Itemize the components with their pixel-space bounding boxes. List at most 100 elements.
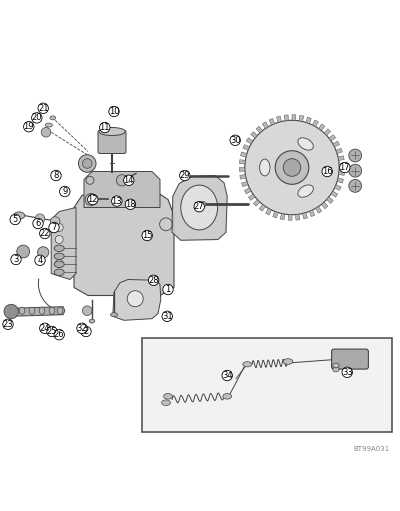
Circle shape (4, 304, 18, 319)
Polygon shape (316, 206, 322, 213)
Polygon shape (302, 213, 308, 219)
Circle shape (100, 122, 110, 133)
Polygon shape (331, 191, 338, 197)
Circle shape (230, 135, 240, 146)
Polygon shape (266, 208, 272, 215)
Polygon shape (253, 200, 260, 206)
Polygon shape (276, 116, 282, 123)
Ellipse shape (39, 307, 45, 314)
Ellipse shape (14, 212, 25, 219)
Circle shape (222, 370, 232, 381)
Text: 8: 8 (53, 171, 59, 180)
Ellipse shape (243, 362, 252, 367)
Polygon shape (334, 185, 341, 191)
Polygon shape (318, 124, 325, 131)
Ellipse shape (54, 269, 64, 275)
Text: 32: 32 (77, 324, 87, 333)
Text: 4: 4 (37, 256, 43, 265)
Polygon shape (312, 120, 318, 127)
Polygon shape (240, 175, 246, 179)
Ellipse shape (50, 116, 56, 120)
Polygon shape (239, 159, 245, 164)
Ellipse shape (99, 128, 125, 135)
Circle shape (340, 162, 350, 173)
Polygon shape (262, 122, 268, 128)
Polygon shape (248, 194, 255, 200)
Ellipse shape (162, 400, 170, 406)
Polygon shape (339, 171, 345, 175)
Ellipse shape (89, 319, 95, 323)
Polygon shape (240, 152, 247, 157)
Polygon shape (259, 204, 266, 211)
Text: 16: 16 (322, 167, 332, 176)
Ellipse shape (223, 393, 232, 399)
Polygon shape (284, 115, 288, 121)
Circle shape (54, 330, 64, 340)
Polygon shape (172, 175, 227, 240)
Polygon shape (329, 134, 336, 141)
Circle shape (35, 214, 45, 223)
Text: 2: 2 (83, 327, 89, 336)
Text: 19: 19 (24, 122, 34, 131)
Polygon shape (242, 181, 248, 187)
Circle shape (109, 106, 119, 117)
Polygon shape (338, 156, 344, 160)
Circle shape (40, 228, 50, 239)
Polygon shape (51, 207, 76, 280)
Polygon shape (322, 202, 328, 209)
Ellipse shape (29, 307, 35, 314)
Circle shape (35, 255, 45, 266)
Circle shape (3, 319, 13, 330)
Circle shape (47, 327, 57, 337)
Circle shape (322, 166, 332, 177)
Circle shape (33, 218, 43, 229)
Circle shape (82, 306, 92, 315)
Circle shape (127, 291, 143, 307)
Circle shape (142, 230, 152, 241)
Polygon shape (327, 197, 333, 203)
Text: 26: 26 (54, 330, 64, 339)
Polygon shape (333, 141, 340, 147)
Circle shape (180, 170, 190, 181)
Text: 31: 31 (162, 312, 172, 321)
Circle shape (24, 122, 34, 132)
Text: 28: 28 (148, 276, 159, 285)
Text: 9: 9 (62, 187, 68, 196)
Ellipse shape (57, 307, 63, 314)
Text: 27: 27 (194, 202, 204, 211)
Polygon shape (288, 215, 292, 220)
Circle shape (162, 311, 172, 321)
Bar (142, 337, 392, 431)
Text: 14: 14 (124, 176, 134, 185)
Circle shape (125, 199, 136, 210)
Text: 25: 25 (47, 327, 57, 336)
Polygon shape (84, 172, 160, 207)
Circle shape (275, 151, 309, 184)
Polygon shape (256, 126, 262, 133)
Ellipse shape (54, 245, 64, 251)
Text: 13: 13 (112, 197, 122, 205)
Polygon shape (324, 129, 331, 135)
Circle shape (82, 159, 92, 168)
Polygon shape (280, 214, 285, 220)
Text: 24: 24 (40, 324, 50, 333)
Polygon shape (309, 210, 315, 217)
Polygon shape (113, 280, 161, 320)
Circle shape (10, 214, 20, 225)
Circle shape (81, 327, 91, 337)
Ellipse shape (181, 172, 188, 179)
Text: 20: 20 (32, 113, 42, 123)
Polygon shape (292, 114, 296, 121)
Circle shape (349, 179, 362, 192)
Text: 7: 7 (51, 223, 57, 232)
Text: 30: 30 (230, 136, 240, 145)
Circle shape (60, 187, 70, 197)
Ellipse shape (49, 307, 55, 314)
Polygon shape (269, 119, 275, 125)
Circle shape (116, 175, 128, 186)
Polygon shape (10, 307, 65, 316)
Text: BT99A031: BT99A031 (354, 446, 390, 452)
Circle shape (55, 223, 63, 231)
Polygon shape (299, 115, 304, 122)
Polygon shape (244, 188, 251, 194)
